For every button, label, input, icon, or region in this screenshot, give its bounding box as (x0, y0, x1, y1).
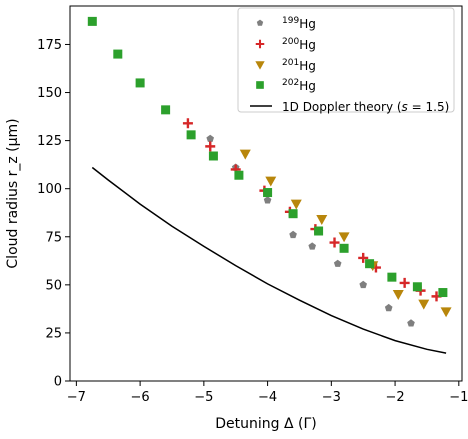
point-199hg (359, 280, 367, 289)
point-200hg (230, 164, 241, 175)
x-tick-label: −3 (322, 390, 341, 405)
point-201hg (418, 299, 430, 310)
y-tick-label: 100 (37, 182, 62, 197)
y-tick-label: 25 (45, 326, 62, 341)
point-199hg (384, 303, 393, 312)
axes-layer: −7 −6 −5 −4 −3 −2 −1 0 25 50 75 100 125 150 175 (37, 38, 468, 405)
point-200hg (329, 237, 340, 248)
legend-marker-202hg (256, 81, 264, 89)
legend-marker-200hg (255, 39, 265, 49)
point-201hg (338, 232, 350, 243)
point-202hg (135, 78, 145, 88)
point-201hg (392, 290, 404, 300)
x-tick-label: −5 (194, 390, 213, 405)
point-201hg (316, 215, 328, 225)
point-202hg (87, 16, 97, 26)
x-tick-label: −1 (449, 390, 468, 405)
point-199hg (289, 230, 297, 239)
y-tick-label: 0 (54, 375, 62, 390)
legend-box (237, 7, 455, 113)
y-axis-label: Cloud radius r_z (μm) (5, 118, 21, 268)
point-202hg (339, 243, 349, 253)
point-201hg (290, 199, 302, 210)
point-200hg (399, 277, 410, 288)
point-199hg (206, 134, 214, 142)
point-201hg (440, 307, 452, 318)
legend-label-202hg: 202Hg (282, 78, 316, 93)
point-202hg (387, 272, 397, 282)
point-200hg (205, 141, 216, 152)
x-tick-label: −2 (385, 390, 404, 405)
legend-label-200hg: 200Hg (282, 37, 316, 52)
point-202hg (314, 226, 324, 236)
legend-marker-199hg (256, 19, 264, 26)
y-tick-label: 175 (37, 38, 62, 53)
point-201hg (265, 176, 277, 187)
legend: 199Hg 200Hg 201Hg 202Hg 1D Doppler theory (s… (237, 7, 455, 114)
x-tick-label: −7 (67, 390, 86, 405)
x-tick-label: −6 (131, 390, 150, 405)
point-202hg (113, 49, 123, 59)
data-points-layer (87, 16, 452, 327)
point-202hg (438, 288, 448, 298)
theory-curve (91, 166, 447, 354)
x-tick-label: −4 (258, 390, 277, 405)
y-tick-label: 50 (45, 278, 62, 293)
legend-label-201hg: 201Hg (282, 58, 316, 73)
y-tick-label: 125 (37, 134, 62, 149)
point-202hg (365, 259, 375, 269)
point-199hg (333, 259, 342, 267)
point-201hg (239, 149, 251, 160)
point-202hg (412, 282, 422, 292)
point-199hg (407, 319, 415, 327)
point-200hg (370, 262, 381, 273)
point-202hg (288, 209, 298, 219)
point-200hg (431, 291, 442, 302)
point-202hg (186, 130, 196, 140)
y-tick-label: 75 (45, 230, 62, 245)
point-199hg (263, 196, 272, 204)
point-202hg (208, 151, 218, 161)
point-202hg (234, 170, 244, 180)
plot-frame (69, 5, 463, 382)
point-200hg (182, 118, 193, 129)
y-tick-label: 150 (37, 86, 62, 101)
legend-label-199hg: 199Hg (282, 16, 316, 31)
point-199hg (308, 242, 316, 250)
point-202hg (263, 188, 273, 198)
point-200hg (358, 252, 369, 263)
legend-marker-201hg (255, 61, 265, 70)
legend-label-theory: 1D Doppler theory (s = 1.5) (282, 100, 449, 114)
x-axis-label: Detuning Δ (Γ) (215, 416, 316, 432)
theory-curve-layer (91, 166, 447, 354)
point-202hg (161, 105, 171, 115)
